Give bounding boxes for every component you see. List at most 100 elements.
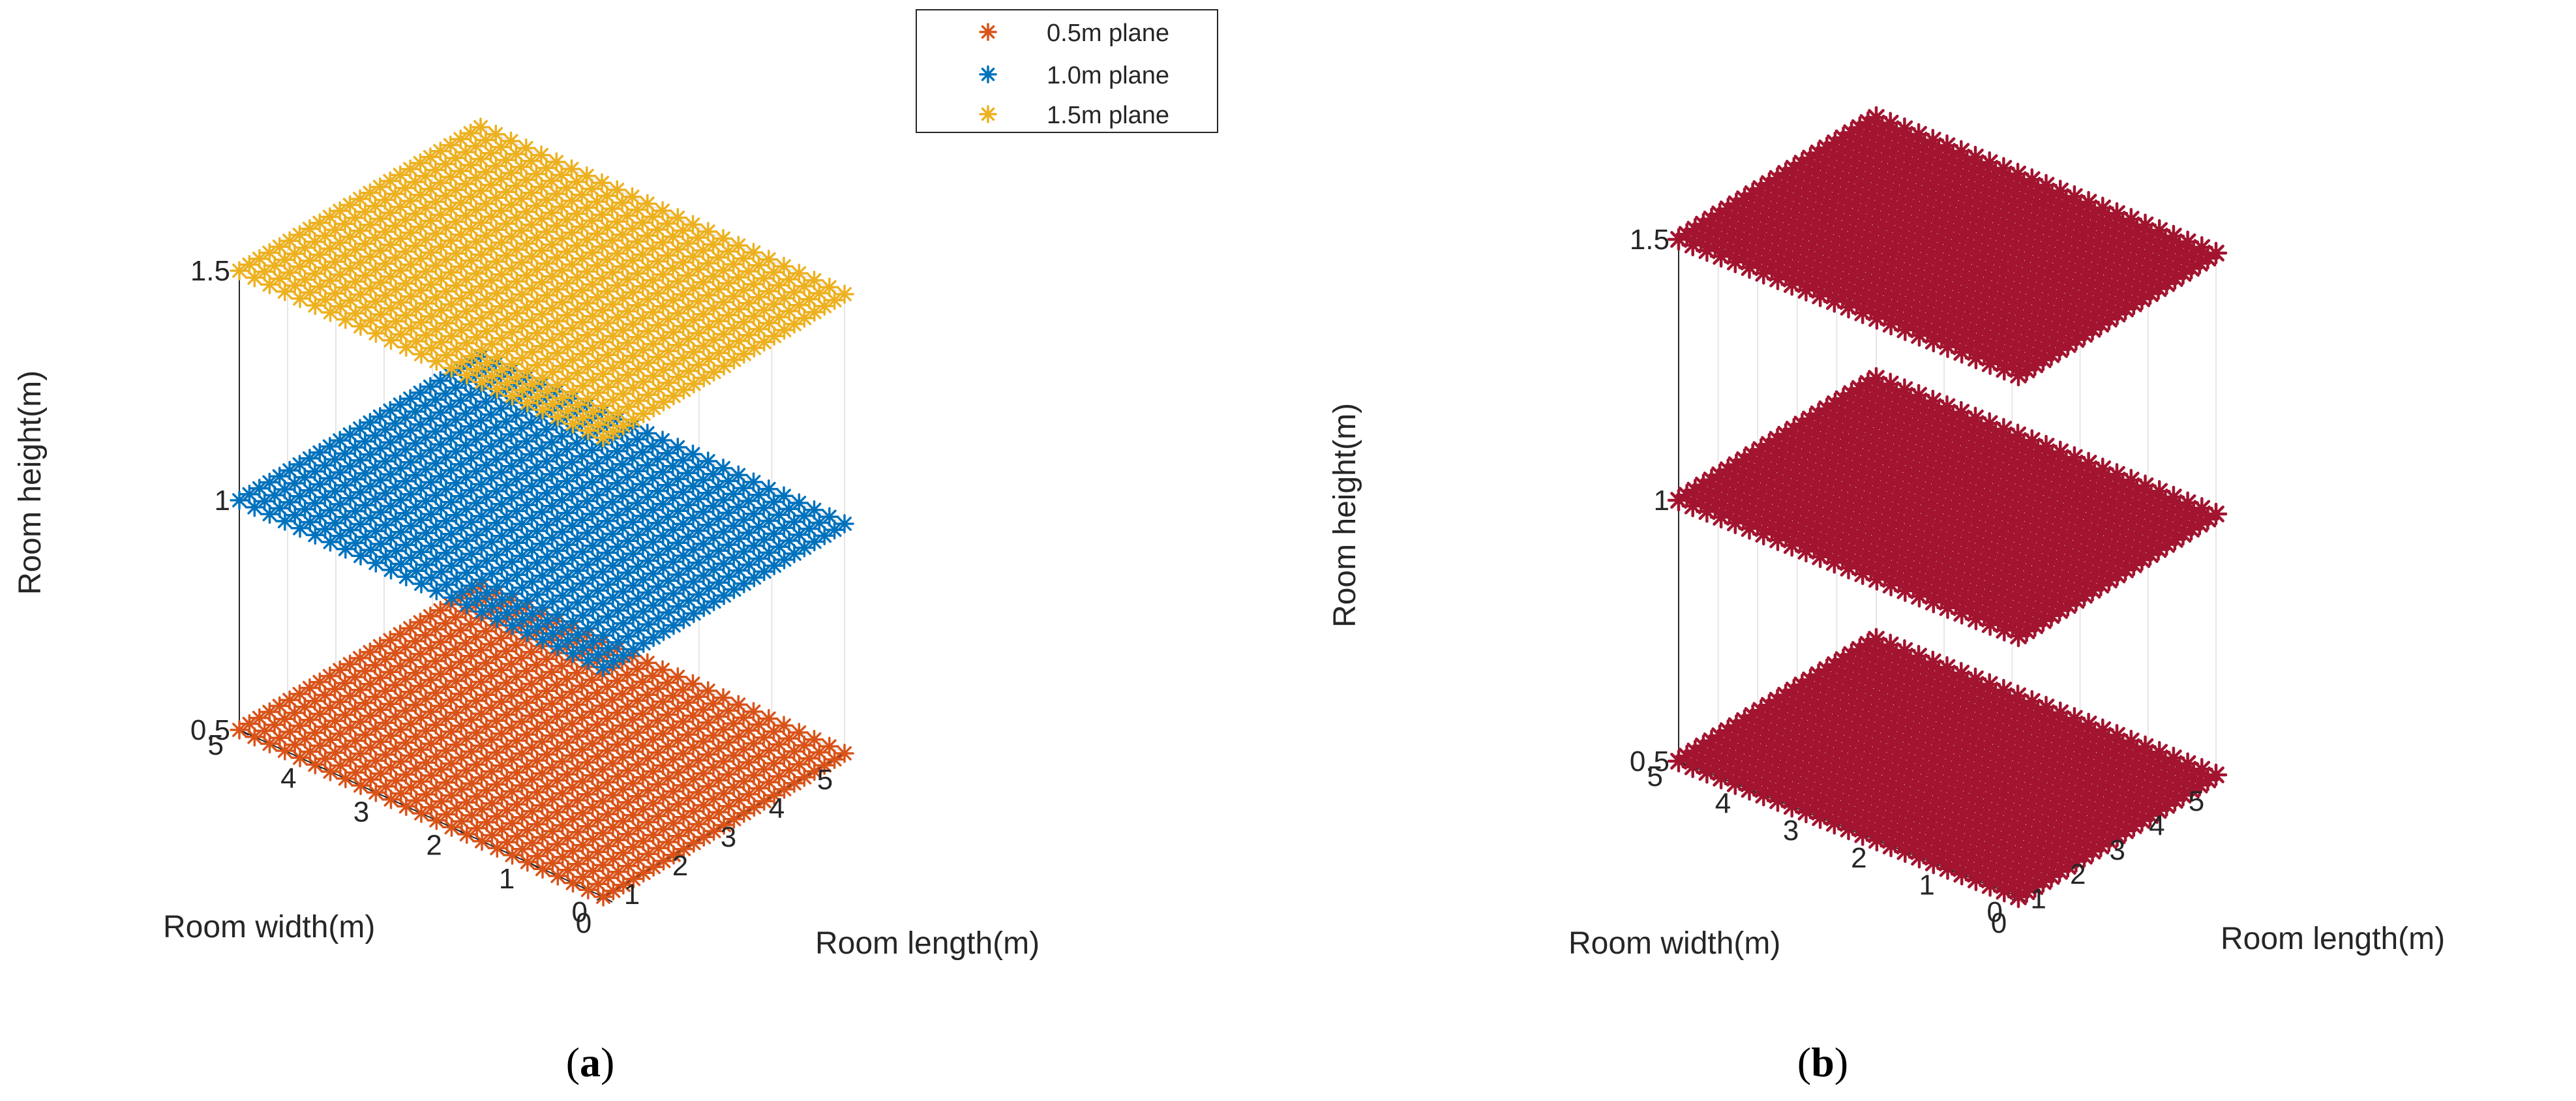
data-point [517, 821, 537, 840]
data-point [230, 261, 249, 280]
data-point [603, 785, 623, 806]
data-point [1870, 797, 1893, 821]
data-point [1922, 751, 1945, 774]
data-point [380, 400, 400, 421]
data-point [2030, 727, 2053, 750]
data-point [370, 273, 391, 292]
data-point [674, 776, 693, 795]
data-point [528, 616, 547, 637]
data-point [533, 629, 552, 650]
data-point [2061, 823, 2084, 847]
data-point [724, 580, 744, 599]
data-point [1978, 252, 2001, 275]
data-point [1902, 676, 1926, 699]
data-point [618, 665, 637, 685]
data-point [785, 544, 804, 564]
data-point [518, 393, 537, 413]
data-point [557, 503, 577, 523]
data-point [693, 534, 713, 554]
legend-marker-2 [979, 105, 997, 123]
data-point [285, 276, 305, 295]
data-point [340, 718, 360, 738]
data-point [588, 747, 607, 766]
data-point [421, 147, 440, 167]
data-point [1675, 483, 1698, 507]
data-point [2001, 194, 2025, 217]
data-point [451, 620, 471, 640]
y-tick-label: 5 [1647, 761, 1663, 792]
data-point [633, 474, 653, 494]
data-point [2196, 507, 2219, 531]
data-point [1930, 485, 1953, 508]
data-point [563, 580, 582, 599]
data-point [643, 761, 663, 781]
data-point [1958, 336, 1982, 359]
data-point [774, 256, 794, 277]
data-point [1938, 841, 1962, 864]
data-point [1986, 347, 2010, 370]
data-point [1932, 830, 1956, 854]
data-point [350, 419, 370, 438]
data-point [2091, 558, 2115, 581]
data-point [673, 514, 693, 534]
data-point [452, 811, 472, 831]
data-point [1791, 513, 1814, 536]
data-point [1898, 447, 1921, 470]
data-point [2009, 348, 2032, 371]
data-point [1776, 768, 1800, 791]
data-point [1837, 817, 1860, 841]
data-point [345, 667, 365, 687]
data-point [708, 247, 728, 267]
y-tick-label: 2 [426, 830, 442, 862]
panel-b-x-axis-label: Room length(m) [2221, 922, 2445, 956]
data-point [618, 792, 638, 812]
data-point [653, 494, 673, 514]
data-point [447, 798, 466, 819]
data-point [446, 734, 466, 755]
data-point [2109, 750, 2132, 774]
data-point [1709, 505, 1733, 529]
data-point [1808, 184, 1831, 207]
data-point [340, 654, 360, 674]
data-point [2041, 706, 2063, 729]
data-point [593, 562, 613, 582]
data-point [2069, 296, 2092, 320]
data-point [1957, 554, 1981, 577]
data-point [1817, 440, 1840, 462]
data-point [663, 322, 683, 342]
data-point [805, 761, 824, 781]
data-point [728, 497, 749, 517]
data-point [1924, 474, 1947, 497]
data-point [1919, 405, 1942, 429]
data-point [2028, 322, 2051, 345]
data-point [517, 265, 537, 286]
data-point [1722, 469, 1746, 492]
data-point [441, 460, 461, 480]
data-point [643, 271, 663, 290]
data-point [2022, 311, 2045, 334]
data-point [1918, 825, 1941, 848]
data-point [2039, 822, 2061, 846]
data-point [2125, 219, 2149, 241]
data-point [653, 264, 673, 284]
data-point [2138, 804, 2162, 827]
data-point [633, 277, 653, 296]
data-point [2003, 758, 2026, 781]
data-point [1844, 669, 1866, 693]
data-point [350, 189, 370, 209]
data-point [427, 351, 447, 371]
data-point [320, 730, 340, 749]
data-point [300, 219, 320, 239]
data-point [320, 532, 340, 552]
data-point [719, 732, 738, 753]
data-point [800, 519, 819, 539]
data-point [537, 611, 558, 631]
data-point [522, 476, 542, 496]
data-point [280, 263, 300, 282]
data-point [487, 417, 506, 438]
data-point [1684, 218, 1707, 241]
data-point [749, 746, 769, 766]
data-point [2114, 558, 2137, 581]
data-point [558, 337, 577, 357]
data-point [794, 506, 814, 526]
